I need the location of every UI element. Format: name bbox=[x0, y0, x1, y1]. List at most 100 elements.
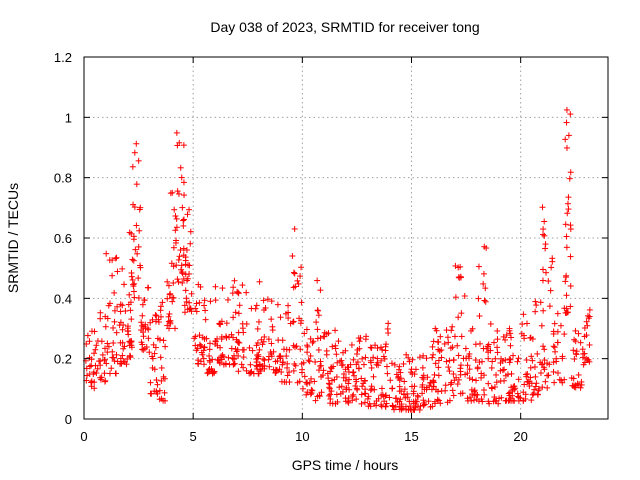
data-point bbox=[240, 354, 247, 361]
data-point bbox=[154, 390, 161, 397]
data-point bbox=[367, 344, 374, 351]
data-point bbox=[548, 264, 555, 271]
data-point bbox=[392, 395, 399, 402]
data-point bbox=[480, 270, 487, 277]
data-point bbox=[146, 349, 153, 356]
data-point bbox=[545, 278, 552, 285]
data-point bbox=[581, 350, 588, 357]
data-point bbox=[314, 277, 321, 284]
data-point bbox=[180, 179, 187, 186]
data-point bbox=[219, 285, 226, 292]
data-point bbox=[380, 353, 387, 360]
data-point bbox=[290, 367, 297, 374]
data-point bbox=[84, 332, 91, 339]
data-point bbox=[432, 360, 439, 367]
data-point bbox=[109, 272, 116, 279]
data-point bbox=[474, 364, 481, 371]
data-point bbox=[554, 328, 561, 335]
data-point bbox=[130, 283, 137, 290]
data-point bbox=[184, 275, 191, 282]
data-point bbox=[180, 222, 187, 229]
data-point bbox=[316, 393, 323, 400]
data-point bbox=[139, 301, 146, 308]
data-point bbox=[370, 354, 377, 361]
data-point bbox=[130, 257, 137, 264]
data-point bbox=[494, 344, 501, 351]
data-point bbox=[204, 370, 211, 377]
data-point bbox=[362, 354, 369, 361]
data-point bbox=[303, 326, 310, 333]
data-point bbox=[384, 325, 391, 332]
data-point bbox=[337, 390, 344, 397]
data-point bbox=[476, 313, 483, 320]
data-point bbox=[156, 396, 163, 403]
data-point bbox=[565, 194, 572, 201]
data-point bbox=[133, 181, 140, 188]
data-point bbox=[315, 307, 322, 314]
data-point bbox=[83, 365, 90, 372]
data-point bbox=[539, 384, 546, 391]
data-point bbox=[243, 289, 250, 296]
data-point bbox=[387, 377, 394, 384]
data-point bbox=[254, 325, 261, 332]
data-point bbox=[478, 396, 485, 403]
data-point bbox=[326, 384, 333, 391]
data-point bbox=[167, 290, 174, 297]
data-point bbox=[563, 233, 570, 240]
data-point bbox=[96, 358, 103, 365]
data-point bbox=[154, 381, 161, 388]
data-point bbox=[126, 352, 133, 359]
data-point bbox=[139, 341, 146, 348]
data-point bbox=[333, 351, 340, 358]
data-point bbox=[172, 212, 179, 219]
data-point bbox=[184, 306, 191, 313]
data-point bbox=[103, 360, 110, 367]
data-point bbox=[284, 360, 291, 367]
data-point bbox=[557, 322, 564, 329]
data-point bbox=[431, 371, 438, 378]
data-point bbox=[562, 136, 569, 143]
data-point bbox=[308, 375, 315, 382]
data-point bbox=[494, 349, 501, 356]
data-point bbox=[140, 323, 147, 330]
y-tick-label: 0.8 bbox=[54, 171, 72, 186]
data-point bbox=[333, 373, 340, 380]
data-point bbox=[182, 287, 189, 294]
data-point bbox=[159, 299, 166, 306]
data-point bbox=[563, 119, 570, 126]
data-point bbox=[136, 227, 143, 234]
data-point bbox=[571, 356, 578, 363]
data-point bbox=[130, 288, 137, 295]
data-point bbox=[457, 362, 464, 369]
data-point bbox=[335, 338, 342, 345]
data-point bbox=[540, 307, 547, 314]
data-point bbox=[346, 376, 353, 383]
data-point bbox=[181, 309, 188, 316]
data-point bbox=[433, 327, 440, 334]
data-point bbox=[550, 359, 557, 366]
data-point bbox=[129, 256, 136, 263]
data-point bbox=[239, 325, 246, 332]
data-point bbox=[304, 389, 311, 396]
x-tick-label: 5 bbox=[190, 429, 197, 444]
y-tick-label: 0.6 bbox=[54, 231, 72, 246]
data-point bbox=[476, 340, 483, 347]
data-point bbox=[165, 282, 172, 289]
data-point bbox=[104, 349, 111, 356]
data-point bbox=[485, 355, 492, 362]
data-point bbox=[177, 247, 184, 254]
data-point bbox=[385, 320, 392, 327]
data-point bbox=[128, 344, 135, 351]
data-point bbox=[352, 382, 359, 389]
data-point bbox=[306, 358, 313, 365]
data-point bbox=[128, 273, 135, 280]
data-point bbox=[549, 255, 556, 262]
data-point bbox=[197, 343, 204, 350]
data-point bbox=[324, 370, 331, 377]
data-point bbox=[532, 383, 539, 390]
data-point bbox=[543, 269, 550, 276]
data-point bbox=[435, 364, 442, 371]
data-point bbox=[91, 328, 98, 335]
data-point bbox=[224, 296, 231, 303]
data-point bbox=[532, 298, 539, 305]
